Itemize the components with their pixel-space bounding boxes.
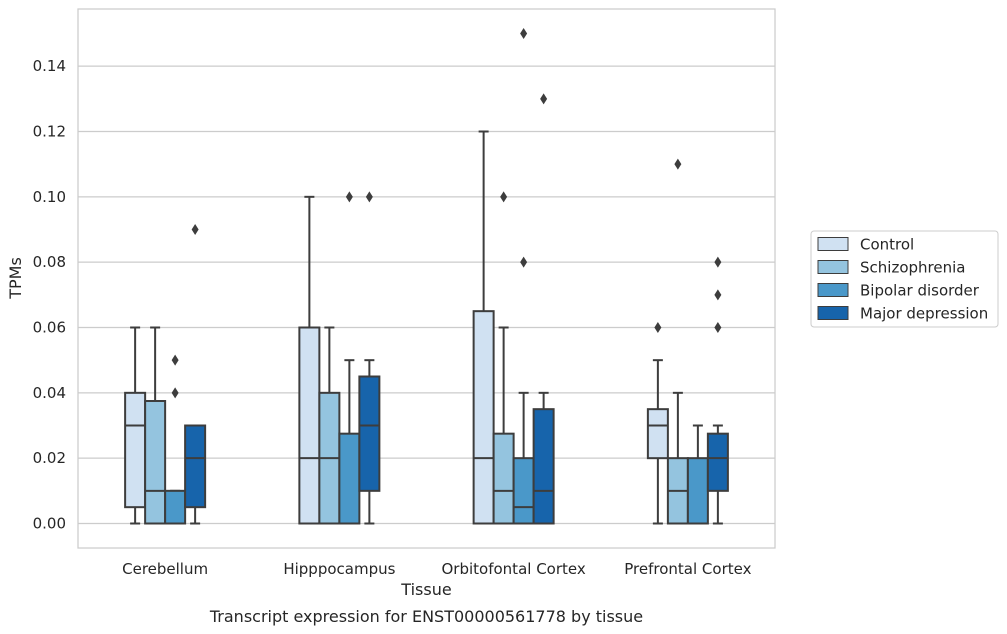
box-major-depression: [358, 191, 381, 525]
box-body: [124, 391, 147, 509]
legend-swatch: [817, 260, 849, 274]
y-axis-ticks: 0.00 0.02 0.04 0.06 0.08 0.10 0.12 0.14: [33, 57, 66, 532]
box-body: [184, 424, 207, 509]
box-bipolar-disorder: [512, 28, 535, 525]
chart-caption: Transcript expression for ENST0000056177…: [209, 607, 643, 626]
outlier-point: [171, 354, 179, 366]
box-major-depression: [706, 256, 729, 525]
box-body: [358, 375, 381, 492]
box-body: [706, 432, 729, 492]
outlier-point: [520, 28, 528, 39]
box-body: [298, 326, 321, 525]
legend: Control Schizophrenia Bipolar disorder Majo…: [810, 230, 999, 328]
outlier-point: [365, 191, 373, 203]
legend-swatch: [817, 306, 849, 320]
box-control: [124, 326, 147, 525]
y-tick-label: 0.08: [33, 253, 66, 271]
box-body: [532, 408, 555, 525]
y-tick-label: 0.00: [33, 515, 66, 533]
y-tick-label: 0.12: [33, 123, 66, 141]
outlier-point: [714, 256, 722, 268]
x-tick-label: Cerebellum: [122, 560, 208, 578]
box-body: [338, 432, 361, 525]
box-body: [472, 310, 495, 525]
box-major-depression: [184, 224, 207, 525]
x-axis-label: Tissue: [400, 580, 451, 599]
x-axis-ticks: Cerebellum Hipppocampus Orbitofontal Corte…: [122, 560, 751, 578]
box-body: [686, 457, 709, 525]
y-tick-label: 0.10: [33, 188, 66, 206]
legend-label: Major depression: [860, 305, 988, 323]
box-body: [164, 489, 187, 525]
legend-label: Bipolar disorder: [860, 282, 980, 300]
box-body: [492, 432, 515, 525]
box-major-depression: [532, 93, 555, 525]
outlier-point: [345, 191, 353, 203]
box-body: [646, 408, 669, 460]
outlier-point: [520, 256, 528, 268]
box-control: [472, 130, 495, 525]
x-tick-label: Orbitofontal Cortex: [442, 560, 586, 578]
outlier-point: [654, 322, 662, 333]
legend-frame: [810, 230, 999, 328]
box-schizophrenia: [492, 191, 515, 525]
y-tick-label: 0.04: [33, 384, 66, 402]
outlier-point: [191, 224, 199, 235]
box-control: [646, 322, 669, 525]
legend-label: Control: [860, 236, 914, 254]
outlier-point: [540, 93, 548, 105]
y-axis-label: TPMs: [6, 257, 25, 300]
outlier-point: [674, 158, 682, 170]
y-tick-label: 0.14: [33, 57, 66, 75]
box-schizophrenia: [144, 326, 167, 525]
outlier-point: [714, 289, 722, 301]
x-tick-label: Prefrontal Cortex: [624, 560, 751, 578]
outlier-point: [171, 387, 179, 399]
y-tick-label: 0.02: [33, 449, 66, 467]
y-tick-label: 0.06: [33, 319, 66, 337]
box-control: [298, 195, 321, 525]
legend-swatch: [817, 237, 849, 251]
legend-label: Schizophrenia: [860, 259, 965, 277]
x-tick-label: Hipppocampus: [283, 560, 395, 578]
outlier-point: [714, 322, 722, 333]
box-body: [144, 400, 167, 525]
box-body: [512, 457, 535, 525]
plot-frame: [77, 8, 776, 549]
legend-swatch: [817, 283, 849, 297]
box-groups: [124, 28, 729, 525]
box-schizophrenia: [666, 158, 689, 525]
outlier-point: [500, 191, 508, 203]
